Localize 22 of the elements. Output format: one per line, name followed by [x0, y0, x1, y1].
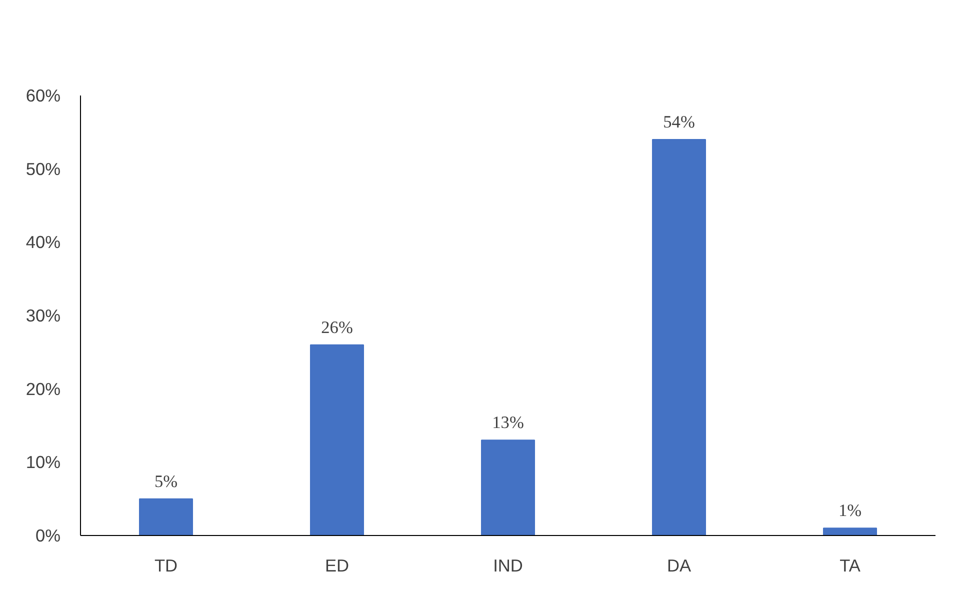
bar — [652, 139, 706, 536]
y-tick-label: 50% — [26, 158, 61, 179]
bar — [480, 440, 536, 536]
x-tick-label: ED — [324, 556, 350, 576]
y-tick-label: 60% — [26, 86, 61, 106]
y-tick-label: 40% — [26, 232, 61, 252]
bar — [822, 528, 878, 536]
bar — [310, 344, 364, 536]
data-label: 5% — [154, 472, 178, 491]
bar — [138, 498, 194, 536]
x-tick-label: TD — [154, 556, 178, 576]
data-label: 26% — [321, 318, 353, 337]
y-tick-label: 20% — [26, 378, 61, 399]
data-label: 13% — [492, 413, 524, 432]
data-label: 1% — [838, 501, 862, 520]
y-tick-label: 10% — [26, 452, 61, 472]
data-label: 54% — [663, 112, 695, 132]
x-tick-label: TA — [840, 556, 861, 576]
x-tick-label: DA — [666, 556, 692, 576]
y-tick-label: 0% — [35, 526, 60, 546]
x-tick-label: IND — [493, 556, 523, 576]
y-tick-label: 30% — [26, 306, 61, 326]
